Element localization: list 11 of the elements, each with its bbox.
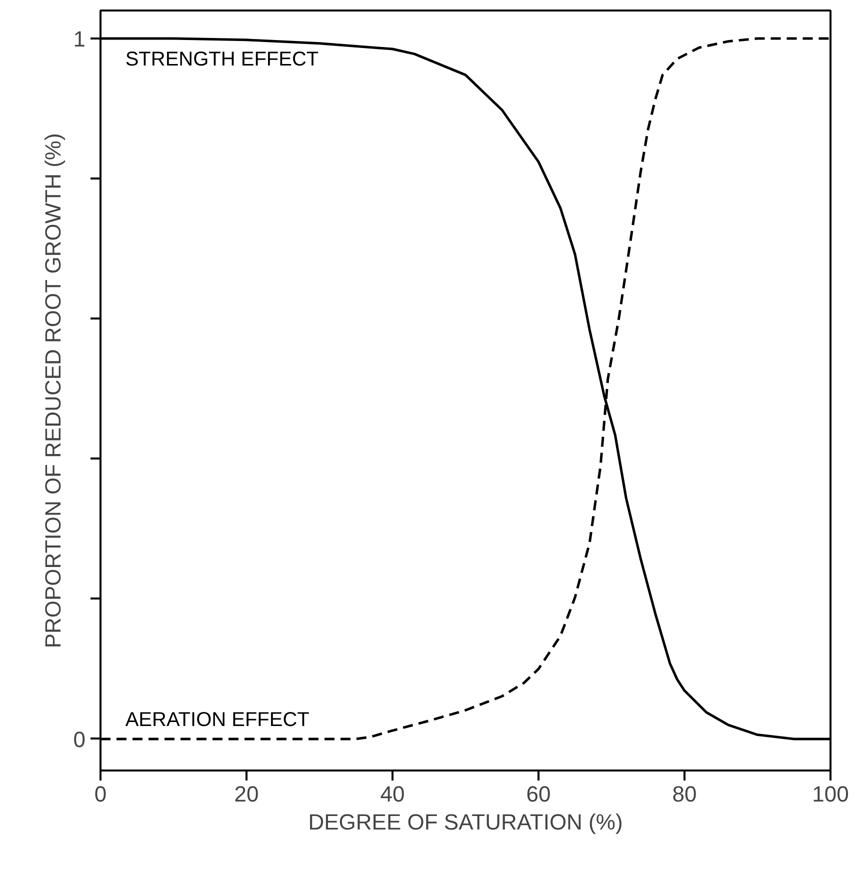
y-tick-label: 1 bbox=[73, 26, 86, 52]
x-axis-title: DEGREE OF SATURATION (%) bbox=[308, 810, 623, 834]
series-label: STRENGTH EFFECT bbox=[125, 48, 319, 71]
x-tick-label: 60 bbox=[526, 782, 551, 806]
x-tick-label: 20 bbox=[234, 782, 259, 806]
x-tick-label: 100 bbox=[812, 782, 849, 806]
series-label: AERATION EFFECT bbox=[125, 708, 310, 731]
x-tick-label: 40 bbox=[380, 782, 405, 806]
x-tick-label: 80 bbox=[672, 782, 697, 806]
x-tick-label: 0 bbox=[94, 782, 107, 806]
y-axis-title: PROPORTION OF REDUCED ROOT GROWTH (%) bbox=[40, 133, 66, 648]
